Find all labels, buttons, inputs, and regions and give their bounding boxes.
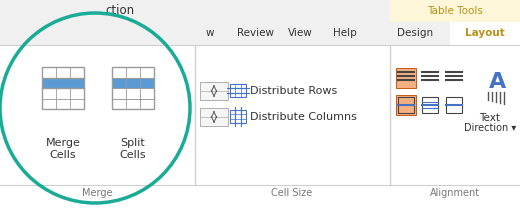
Text: Merge: Merge: [82, 188, 112, 198]
Bar: [112, 77, 126, 88]
Bar: [200, 82, 228, 100]
Bar: [200, 108, 228, 126]
Text: Design: Design: [397, 28, 433, 38]
Text: w: w: [206, 28, 214, 38]
Text: Cell Size: Cell Size: [271, 188, 313, 198]
Bar: [0, 45, 520, 195]
Bar: [450, 22, 520, 45]
Text: Direction ▾: Direction ▾: [464, 123, 516, 133]
Text: Split
Cells: Split Cells: [120, 138, 146, 160]
Text: Table Tools: Table Tools: [427, 6, 483, 16]
Text: Distribute Columns: Distribute Columns: [250, 112, 357, 122]
Bar: [42, 77, 84, 88]
Bar: [230, 84, 246, 97]
Text: ction: ction: [106, 5, 135, 17]
Bar: [390, 0, 520, 22]
Bar: [126, 77, 140, 88]
Bar: [396, 95, 416, 115]
Bar: [422, 97, 438, 113]
Bar: [112, 67, 154, 109]
Bar: [42, 67, 84, 109]
Bar: [398, 97, 414, 113]
Text: Review: Review: [237, 28, 274, 38]
Text: Distribute Rows: Distribute Rows: [250, 86, 337, 96]
Text: Help: Help: [333, 28, 357, 38]
Bar: [0, 22, 520, 45]
Bar: [230, 110, 246, 123]
Bar: [446, 97, 462, 113]
Text: Merge
Cells: Merge Cells: [46, 138, 81, 160]
Text: Layout: Layout: [465, 28, 505, 38]
Text: View: View: [288, 28, 313, 38]
Bar: [0, 0, 520, 35]
Text: Text: Text: [479, 113, 500, 123]
Bar: [140, 77, 154, 88]
Text: A: A: [489, 72, 506, 92]
Bar: [396, 68, 416, 88]
Text: Alignment: Alignment: [430, 188, 480, 198]
